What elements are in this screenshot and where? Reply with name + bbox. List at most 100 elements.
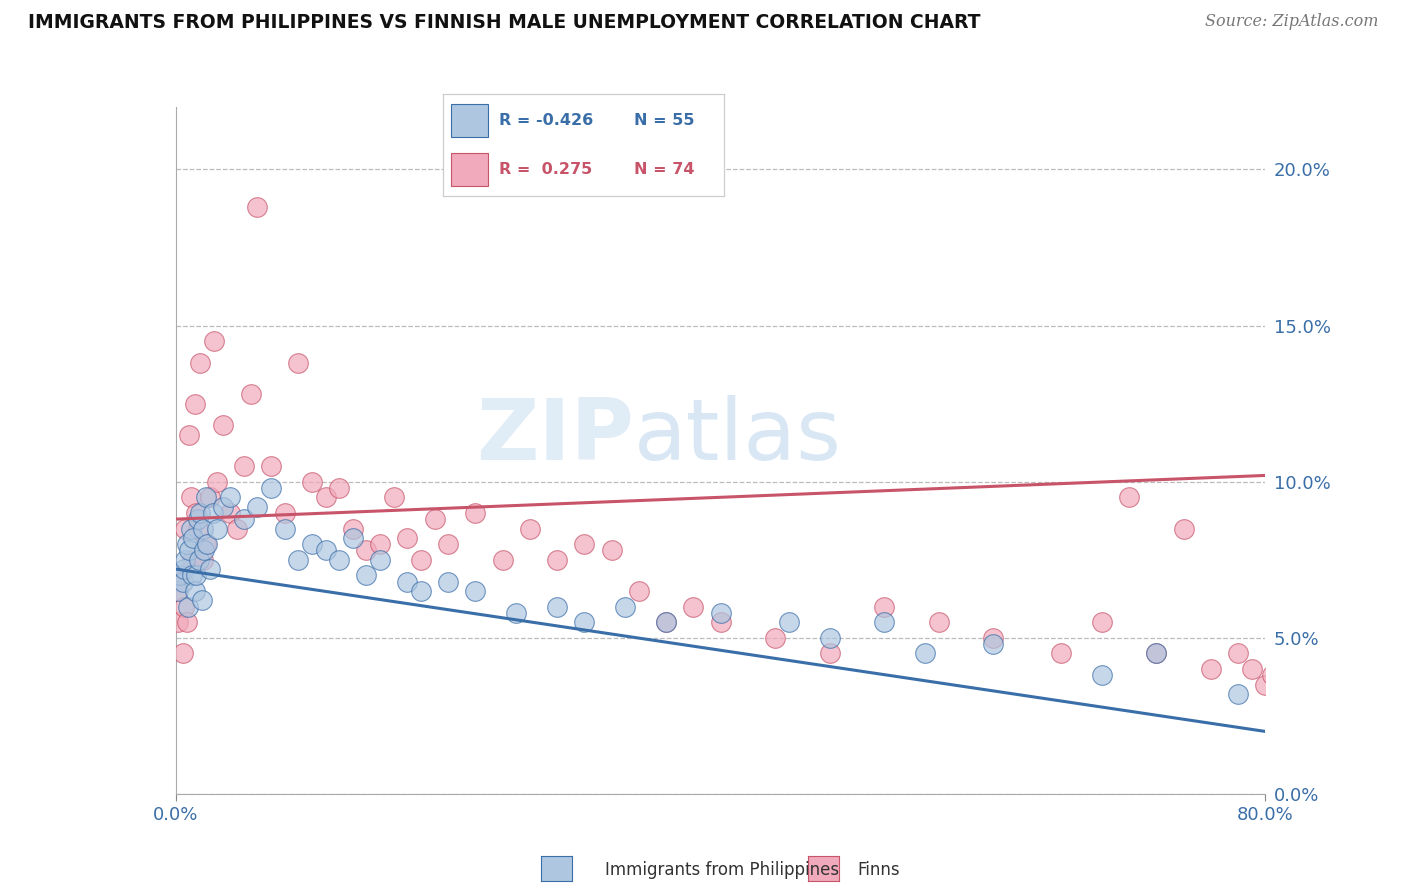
Point	[169, 568, 191, 582]
Point	[315, 490, 337, 504]
Point	[176, 537, 198, 551]
Point	[274, 506, 297, 520]
Point	[382, 490, 405, 504]
Point	[818, 631, 841, 645]
Point	[190, 593, 212, 607]
Point	[212, 500, 235, 514]
Point	[1091, 615, 1114, 630]
Point	[1261, 668, 1284, 682]
Point	[186, 568, 208, 582]
Point	[356, 568, 378, 582]
Point	[287, 356, 309, 370]
Point	[574, 615, 596, 630]
Point	[1173, 521, 1195, 535]
Point	[193, 543, 215, 558]
Point	[186, 521, 209, 535]
Point	[274, 521, 297, 535]
Point	[546, 552, 568, 567]
Point	[187, 552, 209, 567]
Point	[219, 506, 242, 520]
Bar	[451, 104, 488, 136]
Point	[368, 537, 391, 551]
Text: atlas: atlas	[633, 395, 841, 478]
Point	[464, 583, 486, 598]
Text: Immigrants from Philippines: Immigrants from Philippines	[605, 861, 839, 879]
Point	[194, 490, 217, 504]
Point	[287, 552, 309, 567]
Point	[179, 427, 201, 442]
Point	[464, 506, 486, 520]
Point	[818, 646, 841, 660]
Point	[655, 615, 678, 630]
Point	[179, 543, 201, 558]
Point	[198, 562, 221, 576]
Point	[183, 531, 205, 545]
Point	[873, 615, 896, 630]
Point	[239, 387, 262, 401]
Point	[186, 512, 209, 526]
Point	[232, 512, 254, 526]
Point	[180, 490, 202, 504]
Point	[232, 458, 254, 473]
Point	[173, 562, 195, 576]
Point	[981, 631, 1004, 645]
Point	[167, 583, 190, 598]
Point	[301, 475, 323, 489]
Point	[519, 521, 541, 535]
Point	[174, 521, 197, 535]
Point	[1050, 646, 1073, 660]
Point	[396, 531, 419, 545]
Point	[574, 537, 596, 551]
Point	[437, 574, 460, 589]
Point	[409, 583, 432, 598]
Point	[614, 599, 637, 614]
Text: IMMIGRANTS FROM PHILIPPINES VS FINNISH MALE UNEMPLOYMENT CORRELATION CHART: IMMIGRANTS FROM PHILIPPINES VS FINNISH M…	[28, 13, 980, 32]
Point	[191, 552, 214, 567]
Point	[177, 599, 200, 614]
Point	[169, 568, 191, 582]
Point	[301, 537, 323, 551]
Point	[710, 606, 733, 620]
Point	[368, 552, 391, 567]
Point	[914, 646, 936, 660]
Point	[195, 537, 218, 551]
Point	[1199, 662, 1222, 676]
Point	[174, 552, 197, 567]
Point	[505, 606, 527, 620]
Point	[166, 583, 188, 598]
Point	[181, 552, 204, 567]
Point	[198, 490, 221, 504]
Point	[600, 543, 623, 558]
Point	[1227, 687, 1250, 701]
Point	[356, 543, 378, 558]
Point	[260, 481, 283, 495]
Text: Finns: Finns	[858, 861, 900, 879]
Point	[184, 396, 207, 410]
Point	[188, 356, 211, 370]
Point	[928, 615, 950, 630]
Point	[1227, 646, 1250, 660]
Point	[682, 599, 704, 614]
Point	[246, 500, 269, 514]
Point	[172, 574, 194, 589]
Text: ZIP: ZIP	[475, 395, 633, 478]
Point	[546, 599, 568, 614]
Point	[342, 521, 364, 535]
Point	[194, 537, 217, 551]
Point	[778, 615, 800, 630]
Bar	[451, 153, 488, 186]
Point	[492, 552, 515, 567]
Point	[173, 599, 195, 614]
Point	[201, 506, 224, 520]
Text: N = 74: N = 74	[634, 162, 695, 178]
Point	[1254, 678, 1277, 692]
Point	[328, 552, 350, 567]
Point	[315, 543, 337, 558]
Point	[655, 615, 678, 630]
Point	[167, 615, 190, 630]
Point	[423, 512, 446, 526]
Point	[627, 583, 650, 598]
Point	[202, 334, 225, 348]
Point	[328, 481, 350, 495]
Point	[205, 475, 228, 489]
